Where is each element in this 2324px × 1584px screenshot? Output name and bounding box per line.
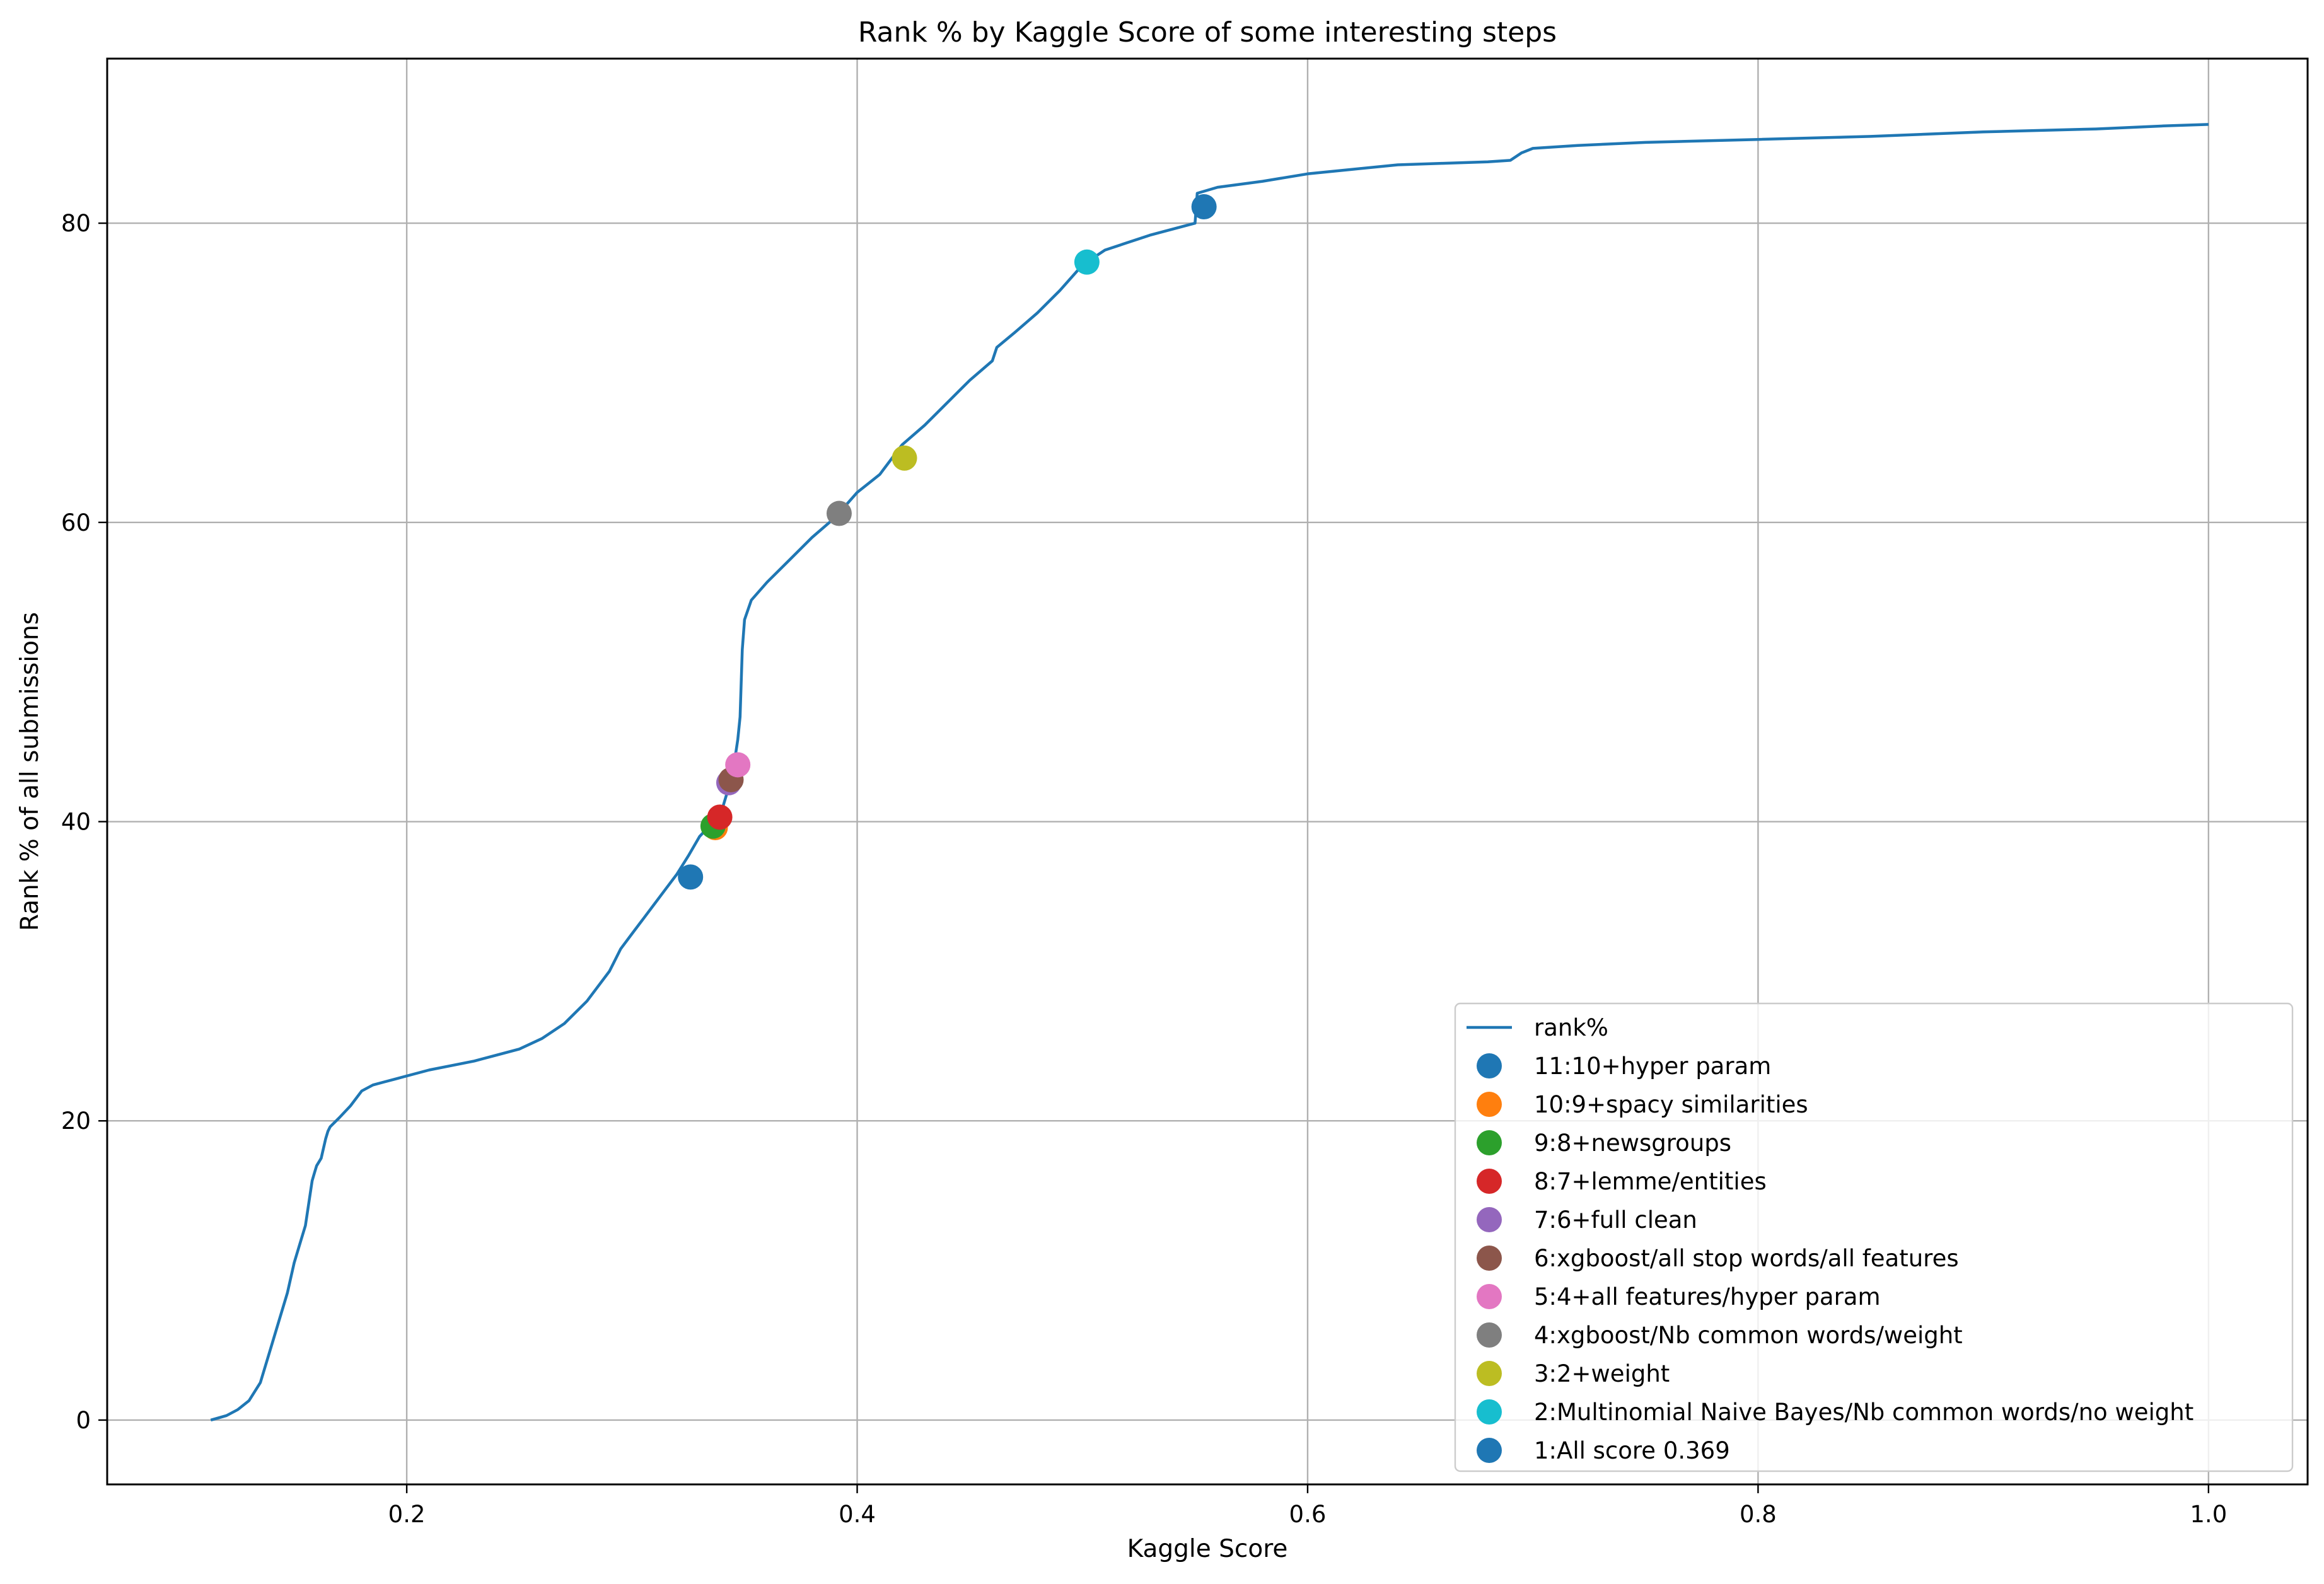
x-tick-label: 0.4: [839, 1501, 876, 1528]
legend-marker: [1477, 1207, 1502, 1232]
y-tick-label: 0: [76, 1407, 91, 1434]
step-point: [892, 445, 917, 471]
legend-label: 10:9+spacy similarities: [1534, 1091, 1808, 1118]
legend-label: 9:8+newsgroups: [1534, 1130, 1731, 1157]
step-point: [1074, 249, 1100, 275]
legend-label: 8:7+lemme/entities: [1534, 1168, 1767, 1195]
chart-title: Rank % by Kaggle Score of some interesti…: [858, 16, 1557, 49]
legend-marker: [1477, 1322, 1502, 1348]
legend-marker: [1477, 1246, 1502, 1271]
legend-marker: [1477, 1284, 1502, 1309]
legend-marker: [1477, 1438, 1502, 1463]
x-tick-label: 0.8: [1740, 1501, 1777, 1528]
legend-marker: [1477, 1092, 1502, 1117]
legend-label: rank%: [1534, 1014, 1608, 1041]
y-tick-label: 40: [61, 809, 91, 836]
legend-label: 2:Multinomial Naive Bayes/Nb common word…: [1534, 1399, 2193, 1426]
step-point: [826, 500, 852, 526]
y-tick-label: 60: [61, 509, 91, 536]
points-layer: [678, 194, 1217, 890]
y-tick-label: 80: [61, 210, 91, 237]
legend-marker: [1477, 1399, 1502, 1425]
legend-marker: [1477, 1361, 1502, 1386]
step-point: [725, 752, 751, 778]
legend-label: 3:2+weight: [1534, 1360, 1670, 1387]
legend-label: 1:All score 0.369: [1534, 1437, 1730, 1464]
legend-box: [1454, 1002, 2294, 1472]
legend-marker: [1477, 1169, 1502, 1194]
x-tick-label: 0.2: [388, 1501, 426, 1528]
ticks: 0.2 0.4 0.6 0.8 1.0 0 20 40 60 80: [61, 210, 2227, 1528]
legend-label: 7:6+full clean: [1534, 1206, 1697, 1234]
legend-label: 6:xgboost/all stop words/all features: [1534, 1245, 1959, 1272]
legend-marker: [1477, 1053, 1502, 1078]
y-tick-label: 20: [61, 1107, 91, 1135]
y-axis-label: Rank % of all submissions: [16, 612, 44, 931]
x-tick-label: 0.6: [1289, 1501, 1327, 1528]
x-tick-label: 1.0: [2190, 1501, 2227, 1528]
legend-label: 4:xgboost/Nb common words/weight: [1534, 1322, 1963, 1349]
step-point: [707, 804, 733, 830]
step-point: [1191, 194, 1217, 219]
step-point: [678, 864, 704, 890]
legend-marker: [1477, 1130, 1502, 1155]
x-axis-label: Kaggle Score: [1127, 1535, 1288, 1563]
legend-label: 5:4+all features/hyper param: [1534, 1283, 1881, 1310]
axes-frame: [106, 57, 2309, 1486]
legend: rank% 11:10+hyper param 10:9+spacy similar…: [1454, 1002, 2294, 1472]
legend-label: 11:10+hyper param: [1534, 1053, 1771, 1080]
